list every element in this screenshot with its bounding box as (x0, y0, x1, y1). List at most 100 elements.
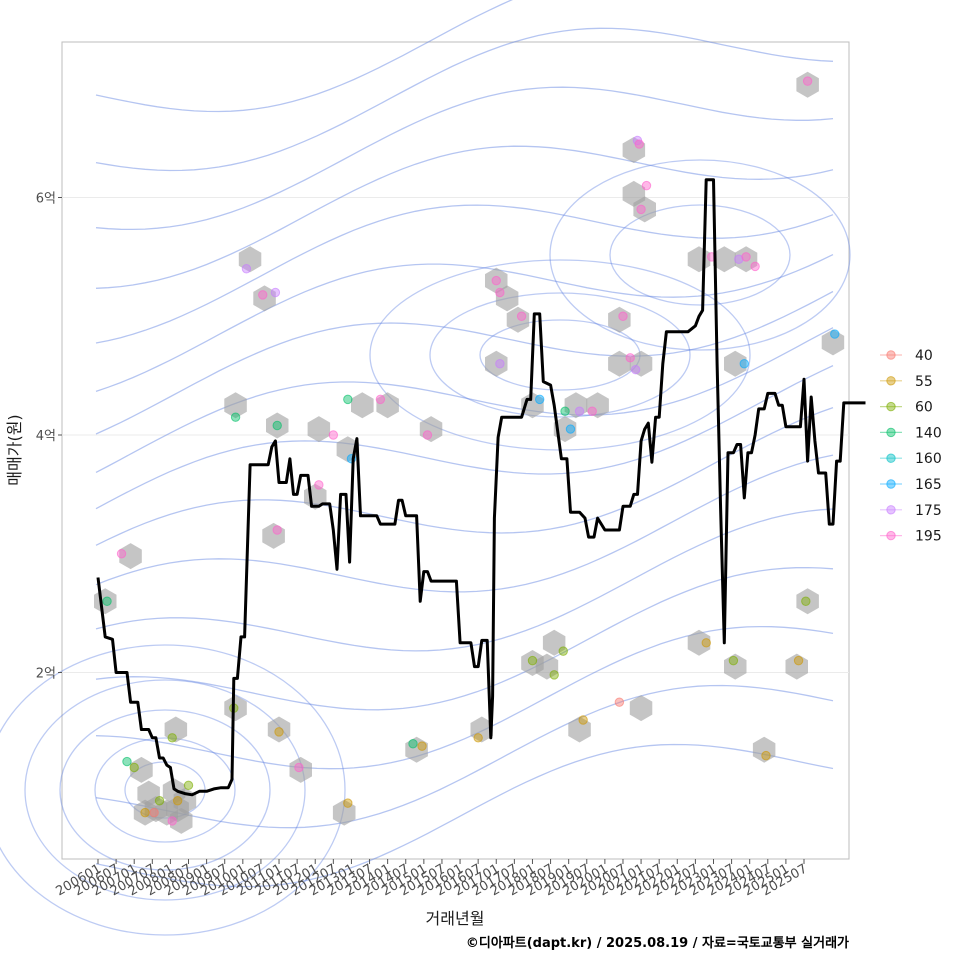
hexbin-layer (94, 71, 845, 834)
density-contour (95, 0, 513, 113)
hexbin (376, 392, 399, 419)
y-tick-label: 2억 (36, 667, 56, 682)
legend-key-point (886, 505, 896, 515)
hexbin (351, 392, 374, 419)
data-point-40 (614, 697, 625, 707)
hexbin (586, 392, 609, 419)
data-point-195 (516, 311, 527, 321)
density-contour (95, 254, 834, 393)
data-point-55 (172, 796, 183, 806)
density-contour (95, 566, 834, 711)
data-point-195 (116, 549, 127, 559)
data-point-140 (102, 596, 112, 606)
data-point-55 (140, 807, 150, 818)
data-point-55 (274, 727, 284, 737)
point-layer (102, 76, 840, 826)
legend-key-point (886, 530, 896, 541)
hexbin (405, 736, 428, 763)
y-tick-label: 4억 (36, 429, 56, 444)
data-point-140 (122, 756, 132, 767)
hexbin (170, 807, 193, 834)
x-axis-title: 거래년월 (426, 909, 485, 928)
data-point-175 (734, 254, 744, 264)
density-contour (95, 365, 834, 510)
y-axis-ticks: 2억 4억 6억 (36, 192, 62, 682)
density-contour (609, 204, 791, 306)
data-point-165 (535, 394, 545, 405)
hexbin (608, 306, 631, 333)
density-contour (549, 159, 851, 351)
data-point-195 (618, 311, 628, 321)
legend-key-point (886, 401, 896, 412)
density-contour (95, 86, 834, 231)
density-contour (95, 27, 834, 172)
data-point-195 (314, 480, 324, 490)
data-point-175 (630, 364, 641, 375)
hexbin (266, 412, 289, 439)
data-point-55 (761, 750, 771, 761)
hexbin (796, 588, 819, 615)
hexbin (267, 716, 291, 743)
density-contour (95, 454, 834, 593)
data-point-55 (473, 733, 483, 743)
data-point-60 (801, 596, 811, 606)
data-point-195 (587, 406, 597, 416)
data-point-60 (129, 762, 139, 773)
legend-key-point (886, 350, 896, 360)
data-point-195 (741, 252, 751, 262)
hexbin (724, 350, 747, 377)
data-point-195 (495, 287, 505, 298)
hexbin (495, 285, 519, 312)
hexbin (713, 246, 736, 273)
hexbin (262, 522, 285, 549)
legend-label: 40 (915, 348, 933, 364)
hexbin (535, 653, 559, 680)
data-point-60 (549, 670, 559, 680)
hexbin (568, 716, 591, 743)
data-point-60 (558, 646, 568, 656)
data-point-195 (258, 290, 268, 300)
hexbin (608, 350, 631, 377)
data-point-60 (527, 655, 538, 666)
legend-label: 195 (915, 529, 942, 545)
legend-key-point (886, 479, 896, 489)
data-point-175 (241, 264, 252, 274)
hexbin (633, 196, 656, 223)
y-axis-title: 매매가(원) (5, 414, 24, 485)
data-point-195 (375, 394, 386, 405)
density-contour (59, 709, 271, 871)
hexbin (238, 246, 262, 273)
hexbin (485, 350, 508, 377)
legend-key-point (886, 376, 896, 386)
data-point-55 (343, 798, 353, 808)
hexbin (485, 267, 508, 294)
caption: ©디아파트(dapt.kr) / 2025.08.19 / 자료=국토교통부 실… (466, 935, 849, 951)
data-point-165 (565, 424, 576, 434)
hexbin (687, 629, 711, 656)
data-point-195 (641, 180, 652, 191)
legend-label: 160 (915, 451, 942, 467)
data-point-140 (408, 739, 418, 749)
hexbin (470, 716, 493, 743)
data-point-195 (750, 261, 760, 272)
hexbin (119, 543, 142, 570)
hexbin (506, 306, 530, 333)
density-contour (95, 204, 834, 344)
legend-label: 165 (915, 477, 942, 493)
density-contour (95, 290, 834, 435)
data-point-195 (328, 430, 339, 440)
hexbin (332, 799, 356, 826)
data-point-195 (634, 139, 644, 149)
data-point-195 (491, 275, 501, 286)
data-point-140 (343, 394, 353, 405)
density-contour (95, 406, 834, 546)
density-contours (0, 0, 851, 936)
data-point-195 (294, 762, 304, 773)
hexbin (796, 71, 819, 98)
data-point-55 (578, 715, 588, 725)
legend-label: 175 (915, 503, 942, 519)
hexbin (629, 350, 653, 377)
density-contour (95, 625, 834, 770)
legend-label: 60 (915, 400, 933, 416)
density-contour (95, 684, 834, 829)
